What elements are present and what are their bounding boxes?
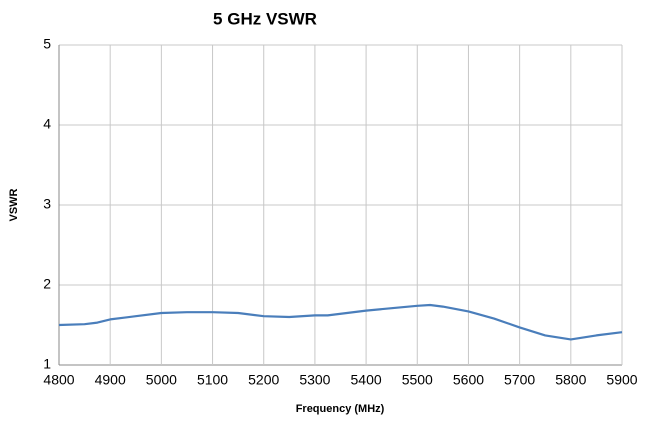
y-tick-label: 3 [43, 196, 51, 212]
x-tick-label: 5100 [197, 372, 228, 388]
x-tick-label: 5300 [299, 372, 330, 388]
y-tick-label: 2 [43, 276, 51, 292]
y-axis-label: VSWR [8, 188, 20, 221]
x-tick-label: 5900 [606, 372, 637, 388]
x-tick-label: 5600 [453, 372, 484, 388]
y-tick-label: 4 [43, 116, 51, 132]
x-tick-label: 5400 [351, 372, 382, 388]
y-tick-label: 5 [43, 36, 51, 52]
x-tick-label: 5500 [402, 372, 433, 388]
x-tick-label: 5700 [504, 372, 535, 388]
x-tick-label: 5000 [146, 372, 177, 388]
x-tick-label: 4800 [43, 372, 74, 388]
x-tick-label: 5200 [248, 372, 279, 388]
x-axis-label: Frequency (MHz) [296, 403, 385, 415]
data-line [58, 303, 623, 341]
x-tick-label: 5800 [555, 372, 586, 388]
y-tick-label: 1 [43, 356, 51, 372]
x-tick-label: 4900 [95, 372, 126, 388]
chart-title: 5 GHz VSWR [213, 9, 317, 28]
